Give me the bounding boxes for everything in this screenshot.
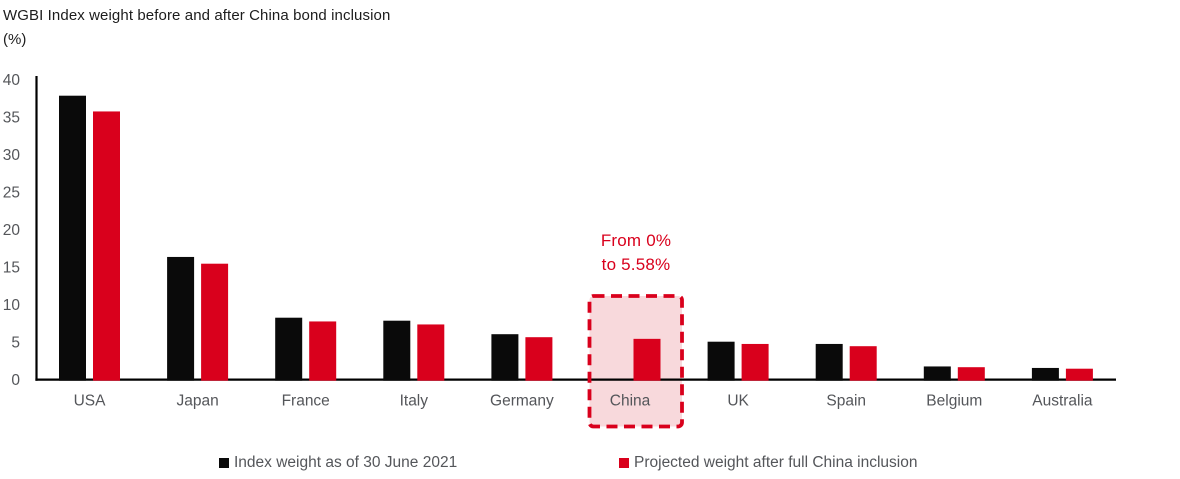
bar-italy-after xyxy=(417,324,445,381)
y-axis-tick-label: 10 xyxy=(3,297,21,314)
bar-germany-after xyxy=(525,337,553,381)
x-axis-category-label: France xyxy=(282,393,330,410)
x-axis-category-label: Australia xyxy=(1032,393,1093,410)
bar-belgium-before xyxy=(923,366,951,381)
y-axis-tick-label: 35 xyxy=(3,110,20,127)
y-axis-tick-label: 30 xyxy=(3,147,21,164)
bar-australia-after xyxy=(1065,368,1093,381)
y-axis-tick-label: 20 xyxy=(3,222,21,239)
bar-germany-before xyxy=(491,334,519,381)
bar-uk-after xyxy=(741,343,769,381)
bar-japan-after xyxy=(201,263,229,381)
bar-uk-before xyxy=(707,341,735,381)
china-annotation: From 0% to 5.58% xyxy=(546,229,726,277)
x-axis-category-label: China xyxy=(610,393,651,410)
china-annotation-line1: From 0% xyxy=(600,231,672,250)
legend-item-after: Projected weight after full China inclus… xyxy=(619,453,917,473)
bar-belgium-after xyxy=(957,367,985,381)
legend-swatch-black xyxy=(219,458,229,468)
y-axis-tick-label: 40 xyxy=(3,72,21,89)
legend-item-before: Index weight as of 30 June 2021 xyxy=(219,453,457,473)
x-axis-category-label: Japan xyxy=(176,393,218,410)
bar-spain-before xyxy=(815,343,843,381)
bar-spain-after xyxy=(849,346,877,381)
x-axis-category-label: Italy xyxy=(400,393,429,410)
y-axis-tick-label: 0 xyxy=(11,372,20,389)
x-axis-category-label: Spain xyxy=(826,393,866,410)
x-axis-category-label: USA xyxy=(74,393,107,410)
y-axis-tick-label: 5 xyxy=(11,335,20,352)
legend-label-after: Projected weight after full China inclus… xyxy=(634,454,918,471)
bar-china-after xyxy=(633,338,661,381)
bar-italy-before xyxy=(383,320,411,381)
x-axis-category-label: Germany xyxy=(490,393,554,410)
chart-title: WGBI Index weight before and after China… xyxy=(3,7,391,24)
legend-label-before: Index weight as of 30 June 2021 xyxy=(234,454,458,471)
bar-france-after xyxy=(309,321,337,381)
x-axis-category-label: UK xyxy=(727,393,749,410)
china-highlight-border xyxy=(587,294,684,429)
chart-unit-label: (%) xyxy=(3,31,27,48)
y-axis-tick-label: 25 xyxy=(3,185,20,202)
bar-australia-before xyxy=(1031,367,1059,381)
legend-swatch-red xyxy=(619,458,629,468)
bar-usa-before xyxy=(59,95,86,381)
y-axis-tick-label: 15 xyxy=(3,260,20,277)
x-axis-category-label: Belgium xyxy=(926,393,982,410)
bar-japan-before xyxy=(167,256,195,381)
china-annotation-line2: to 5.58% xyxy=(601,255,671,274)
bar-france-before xyxy=(275,317,303,381)
bar-usa-after xyxy=(93,111,120,381)
